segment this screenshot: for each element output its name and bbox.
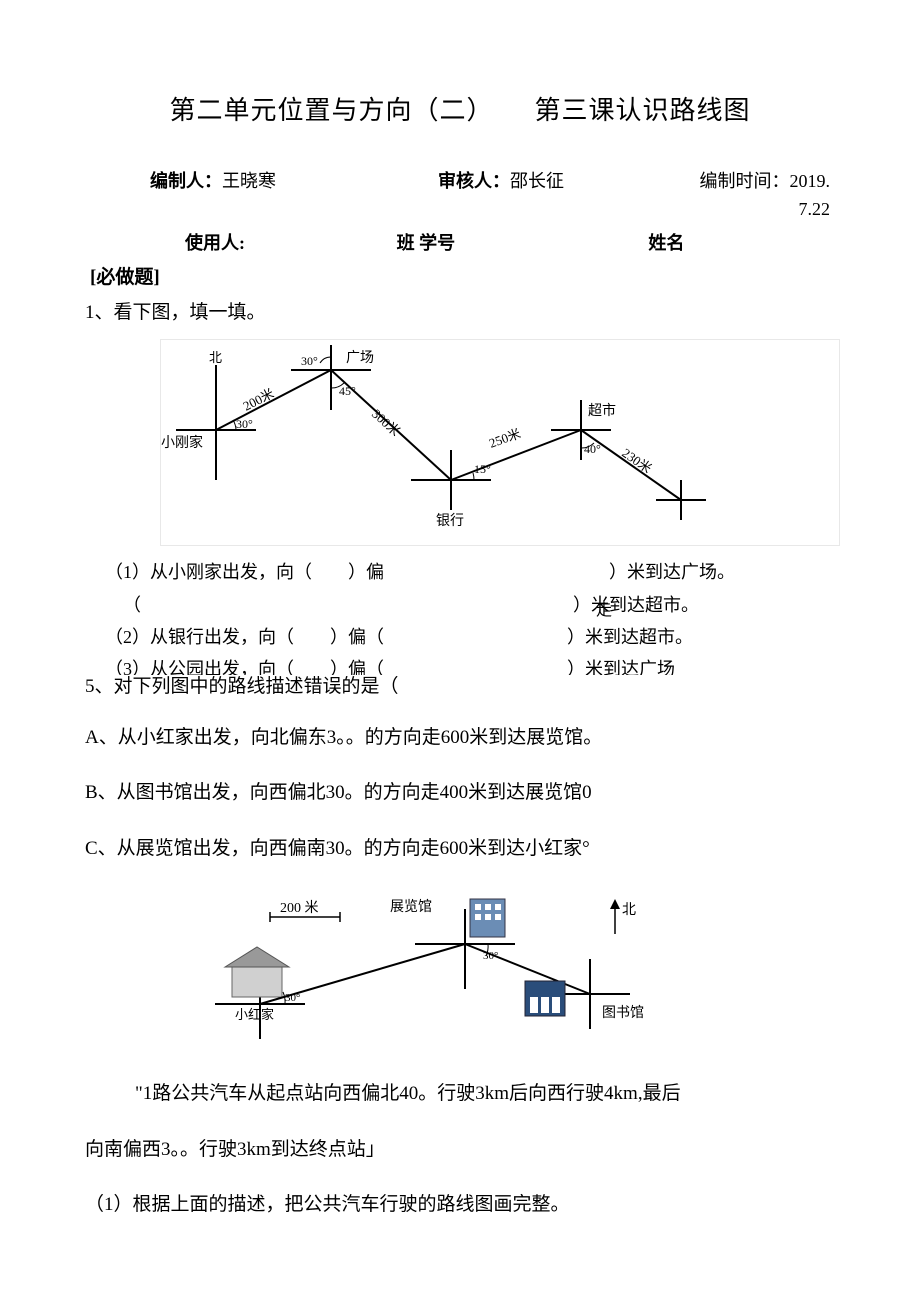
north2: 北 — [622, 902, 636, 918]
a15: 15° — [474, 462, 491, 476]
date-value-2: 7.22 — [799, 199, 831, 219]
seg1: 200米 — [241, 385, 277, 413]
a30a: 30° — [301, 354, 318, 368]
home2: 小红家 — [235, 1007, 274, 1022]
market-label: 超市 — [588, 402, 616, 419]
seg4: 230米 — [619, 445, 654, 476]
q1-fill: （1）从小刚家出发，向（ ）偏 ）米到达广场。 （ ）米到达超市。 （2）从银行出发… — [80, 556, 840, 675]
class-label: 班 学号 — [377, 229, 589, 258]
q1-l3a: （3）从公园出发，向（ ）偏（ — [105, 659, 384, 675]
bank-label: 银行 — [436, 513, 464, 529]
q5-optB: B、从图书馆出发，向西偏北30。的方向走400米到达展览馆0 — [85, 778, 840, 808]
q5-diagram: 200 米 北 小红家 30° 展览馆 30° — [190, 889, 840, 1059]
author-label: 编制人： — [150, 171, 222, 191]
scale: 200 米 — [280, 900, 319, 916]
north-label: 北 — [209, 350, 222, 365]
q1-l2a: （2）从银行出发，向（ ）偏（ — [105, 627, 384, 647]
q5-prompt: 5、对下列图中的路线描述错误的是（ — [85, 672, 840, 702]
user-label: 使用人: — [80, 229, 377, 258]
q5-optA: A、从小红家出发，向北偏东3。。的方向走600米到达展览馆。 — [85, 723, 840, 753]
bus-line2: 向南偏西3。。行驶3km到达终点站」 — [85, 1135, 840, 1165]
name-label: 姓名 — [588, 229, 840, 258]
side-text: 走 — [586, 601, 615, 621]
required-section: [必做题] — [90, 263, 840, 293]
q5-optC: C、从展览馆出发，向西偏南30。的方向走600米到达小红家° — [85, 834, 840, 864]
date-value: 2019. — [790, 171, 831, 191]
seg3: 250米 — [487, 425, 523, 450]
q1-l1c: （ — [123, 595, 141, 615]
q1-diagram: 北 小刚家 200米 30° 广场 30° 45° 300米 银行 15° 25… — [160, 339, 840, 546]
reviewer-name: 邵长征 — [510, 171, 564, 191]
library: 图书馆 — [602, 1005, 644, 1021]
q1-l1a: （1）从小刚家出发，向（ ）偏 — [105, 562, 384, 582]
author-name: 王晓寒 — [222, 171, 276, 191]
date-label: 编制时间： — [700, 171, 790, 191]
seg2: 300米 — [369, 406, 403, 439]
bus-q1: （1）根据上面的描述，把公共汽车行驶的路线图画完整。 — [85, 1190, 840, 1220]
q1-l3c: ）米到达广场 — [567, 659, 675, 675]
meta-row-2: 使用人: 班 学号 姓名 — [80, 229, 840, 258]
meta-row-1: 编制人：王晓寒 审核人：邵长征 编制时间：2019. 7.22 — [80, 167, 840, 225]
q1-prompt: 1、看下图，填一填。 — [85, 298, 840, 328]
reviewer-label: 审核人： — [438, 171, 510, 191]
page-title: 第二单元位置与方向（二） 第三课认识路线图 — [80, 90, 840, 132]
q1-l3b: ）米到达超市。 — [567, 627, 693, 647]
a30b: 30° — [236, 417, 253, 431]
bus-line1: "1路公共汽车从起点站向西偏北40。行驶3km后向西行驶4km,最后 — [85, 1079, 840, 1109]
square-label: 广场 — [346, 350, 374, 366]
q1-l1b: ）米到达广场。 — [609, 562, 735, 582]
home-label: 小刚家 — [161, 434, 203, 451]
exhibition: 展览馆 — [390, 899, 432, 915]
